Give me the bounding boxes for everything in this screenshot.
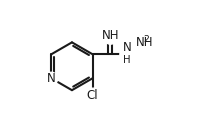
Text: H: H <box>123 55 131 65</box>
Text: Cl: Cl <box>87 89 99 103</box>
Text: NH: NH <box>102 29 119 42</box>
Text: N: N <box>122 41 131 54</box>
Text: N: N <box>47 72 56 85</box>
Text: NH: NH <box>136 35 154 49</box>
Text: 2: 2 <box>143 35 149 44</box>
